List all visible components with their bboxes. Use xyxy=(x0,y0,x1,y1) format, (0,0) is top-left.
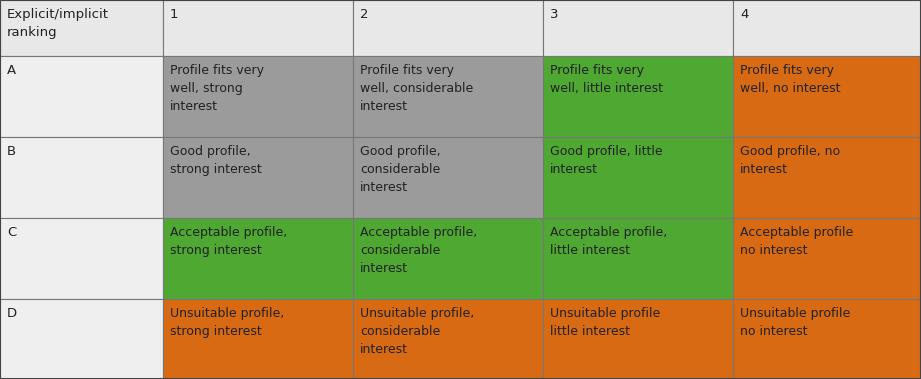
Bar xyxy=(353,0,543,56)
Text: Profile fits very
well, considerable
interest: Profile fits very well, considerable int… xyxy=(360,64,473,113)
Bar xyxy=(353,137,543,218)
Bar xyxy=(733,56,921,137)
Bar xyxy=(543,218,733,299)
Text: Acceptable profile,
considerable
interest: Acceptable profile, considerable interes… xyxy=(360,226,477,275)
Text: B: B xyxy=(7,145,17,158)
Bar xyxy=(0,299,163,379)
Text: Unsuitable profile
no interest: Unsuitable profile no interest xyxy=(740,307,850,338)
Text: Profile fits very
well, no interest: Profile fits very well, no interest xyxy=(740,64,841,95)
Bar xyxy=(0,218,163,299)
Text: Acceptable profile,
strong interest: Acceptable profile, strong interest xyxy=(170,226,287,257)
Text: Unsuitable profile
little interest: Unsuitable profile little interest xyxy=(550,307,660,338)
Text: Good profile, little
interest: Good profile, little interest xyxy=(550,145,662,176)
Bar xyxy=(543,56,733,137)
Bar xyxy=(163,137,353,218)
Text: Profile fits very
well, little interest: Profile fits very well, little interest xyxy=(550,64,663,95)
Text: Explicit/implicit
ranking: Explicit/implicit ranking xyxy=(7,8,109,39)
Bar xyxy=(733,218,921,299)
Text: Good profile,
considerable
interest: Good profile, considerable interest xyxy=(360,145,440,194)
Bar xyxy=(733,137,921,218)
Bar xyxy=(163,0,353,56)
Text: Acceptable profile
no interest: Acceptable profile no interest xyxy=(740,226,853,257)
Bar xyxy=(163,56,353,137)
Text: 3: 3 xyxy=(550,8,558,21)
Bar xyxy=(0,137,163,218)
Text: 4: 4 xyxy=(740,8,749,21)
Bar xyxy=(733,0,921,56)
Text: Good profile,
strong interest: Good profile, strong interest xyxy=(170,145,262,176)
Bar xyxy=(733,299,921,379)
Bar xyxy=(353,299,543,379)
Text: Unsuitable profile,
considerable
interest: Unsuitable profile, considerable interes… xyxy=(360,307,474,356)
Text: 2: 2 xyxy=(360,8,368,21)
Bar xyxy=(543,137,733,218)
Bar xyxy=(0,56,163,137)
Text: D: D xyxy=(7,307,17,320)
Text: Unsuitable profile,
strong interest: Unsuitable profile, strong interest xyxy=(170,307,285,338)
Bar xyxy=(163,218,353,299)
Text: A: A xyxy=(7,64,17,77)
Text: Good profile, no
interest: Good profile, no interest xyxy=(740,145,840,176)
Bar xyxy=(353,56,543,137)
Bar xyxy=(163,299,353,379)
Bar xyxy=(543,0,733,56)
Bar xyxy=(0,0,163,56)
Bar xyxy=(543,299,733,379)
Text: C: C xyxy=(7,226,17,239)
Text: 1: 1 xyxy=(170,8,179,21)
Text: Acceptable profile,
little interest: Acceptable profile, little interest xyxy=(550,226,667,257)
Bar xyxy=(353,218,543,299)
Text: Profile fits very
well, strong
interest: Profile fits very well, strong interest xyxy=(170,64,264,113)
